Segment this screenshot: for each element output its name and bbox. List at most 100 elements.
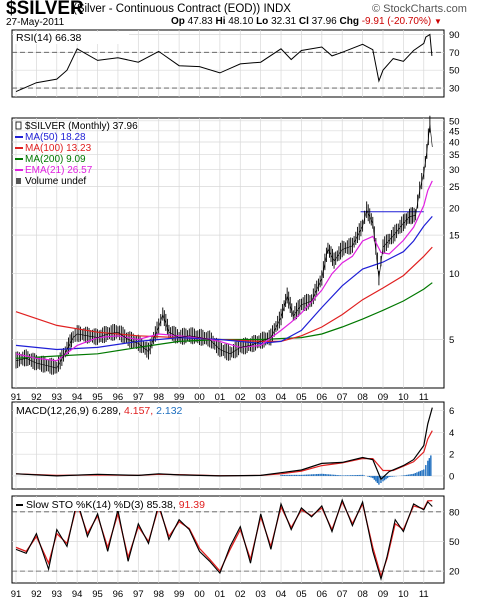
stockcharts-brand[interactable]: © StockCharts.com xyxy=(372,3,467,15)
macd-histogram-bar xyxy=(425,465,427,476)
sto-legend: Slow STO %K(14) %D(3) 85.38, 91.39 xyxy=(26,499,205,511)
price-x-tick-label: 93 xyxy=(51,392,62,403)
open-label: Op xyxy=(171,16,185,27)
down-triangle-icon: ▼ xyxy=(433,17,442,26)
macd-histogram-bar xyxy=(376,475,379,484)
macd-histogram-bar xyxy=(326,474,328,476)
macd-legend-part: 4.157, xyxy=(121,405,153,417)
change-value: -9.91 (-20.70%) xyxy=(361,16,432,27)
sto-d-line xyxy=(15,499,433,579)
price-x-tick-label: 11 xyxy=(419,392,429,403)
macd-histogram-bar xyxy=(327,474,330,476)
bottom-x-tick-label: 11 xyxy=(419,589,429,600)
bottom-x-tick-label: 96 xyxy=(113,589,124,600)
macd-histogram-bar xyxy=(348,475,350,476)
bottom-x-tick-label: 02 xyxy=(235,589,246,600)
bottom-x-tick-label: 10 xyxy=(398,589,409,600)
price-tick-label: 50 xyxy=(449,116,460,127)
macd-histogram-bar xyxy=(390,475,392,477)
price-x-tick-label: 05 xyxy=(296,392,307,403)
macd-histogram-bar xyxy=(375,475,377,482)
price-x-tick-label: 10 xyxy=(398,392,409,403)
macd-histogram-bar xyxy=(350,475,352,476)
price-x-tick-label: 98 xyxy=(153,392,164,403)
macd-histogram-bar xyxy=(309,474,311,476)
sto-tick-label: 80 xyxy=(449,507,460,518)
macd-histogram-bar xyxy=(423,469,425,476)
bottom-x-tick-label: 08 xyxy=(357,589,368,600)
bottom-x-tick-label: 93 xyxy=(51,589,62,600)
macd-legend-part: 6.289, xyxy=(89,405,121,417)
macd-tick-label: 0 xyxy=(449,471,454,482)
macd-tick-label: 4 xyxy=(449,428,454,439)
price-legend-entry: $SILVER (Monthly) 37.96 xyxy=(25,121,138,132)
price-x-tick-label: 91 xyxy=(11,392,22,403)
macd-legend-part: 2.132 xyxy=(153,405,182,417)
macd-histogram-bar xyxy=(372,475,374,479)
rsi-tick-label: 50 xyxy=(449,66,460,77)
bottom-x-tick-label: 09 xyxy=(378,589,389,600)
price-x-tick-label: 03 xyxy=(255,392,266,403)
macd-histogram-bar xyxy=(416,472,418,476)
macd-histogram-bar xyxy=(290,474,292,476)
price-tick-label: 10 xyxy=(449,269,460,280)
rsi-line xyxy=(15,33,433,93)
instrument-name: (Silver - Continuous Contract (EOD)) xyxy=(73,3,261,15)
bottom-x-tick-label: 01 xyxy=(215,589,226,600)
price-x-tick-label: 04 xyxy=(276,392,287,403)
ma50-line xyxy=(15,216,433,351)
macd-histogram-bar xyxy=(331,474,333,476)
price-legend-entry: EMA(21) 26.57 xyxy=(25,165,93,176)
macd-histogram-bar xyxy=(305,474,308,476)
macd-histogram-bar xyxy=(319,473,321,476)
price-tick-label: 45 xyxy=(449,126,460,137)
rsi-legend-bg xyxy=(14,32,129,44)
price-tick-label: 40 xyxy=(449,137,460,148)
macd-histogram-bar xyxy=(307,474,309,476)
macd-histogram-bar xyxy=(383,475,386,481)
macd-histogram-bar xyxy=(363,475,366,476)
macd-histogram-bar xyxy=(407,474,410,476)
macd-histogram-bar xyxy=(334,474,337,476)
bottom-x-tick-label: 94 xyxy=(72,589,83,600)
macd-histogram-bar xyxy=(388,475,390,478)
macd-histogram-bar xyxy=(360,474,362,476)
sto-legend-part: 85.38, xyxy=(144,499,176,511)
macd-histogram-bar xyxy=(338,475,340,476)
macd-histogram-bar xyxy=(292,474,294,476)
sto-legend-bg xyxy=(14,498,234,511)
macd-legend-part: MACD(12,26,9) xyxy=(16,405,89,417)
macd-histogram-bar xyxy=(368,475,371,478)
macd-histogram-bar xyxy=(336,474,338,476)
price-tick-label: 20 xyxy=(449,203,460,214)
macd-histogram-bar xyxy=(316,474,318,476)
price-tick-label: 30 xyxy=(449,165,460,176)
macd-histogram-bar xyxy=(414,473,416,476)
bottom-x-tick-label: 00 xyxy=(194,589,205,600)
bottom-x-tick-label: 98 xyxy=(153,589,164,600)
macd-histogram-bar xyxy=(411,474,413,476)
price-legend-entry: MA(100) 13.23 xyxy=(25,143,92,154)
macd-histogram-bar xyxy=(288,474,291,476)
macd-histogram-bar xyxy=(427,460,429,476)
macd-histogram-bar xyxy=(329,474,332,476)
ma200-line xyxy=(15,282,433,359)
macd-histogram-bar xyxy=(355,475,357,476)
macd-histogram-bar xyxy=(417,471,420,476)
price-x-tick-label: 02 xyxy=(235,392,246,403)
price-tick-label: 15 xyxy=(449,231,460,242)
bottom-x-tick-label: 99 xyxy=(174,589,185,600)
macd-histogram-bar xyxy=(430,455,432,476)
price-bar-legend-icon xyxy=(15,121,22,130)
bottom-x-tick-label: 97 xyxy=(133,589,144,600)
macd-histogram-bar xyxy=(282,474,284,476)
bottom-x-tick-label: 95 xyxy=(92,589,103,600)
price-legend-entry: Volume undef xyxy=(25,176,86,187)
chart-symbol: $SILVER xyxy=(6,0,84,19)
chart-name: (Silver - Continuous Contract (EOD)) IND… xyxy=(73,3,291,15)
macd-histogram-bar xyxy=(346,475,349,476)
macd-histogram-bar xyxy=(385,475,387,480)
macd-histogram-bar xyxy=(293,474,296,476)
rsi-tick-label: 30 xyxy=(449,84,460,95)
